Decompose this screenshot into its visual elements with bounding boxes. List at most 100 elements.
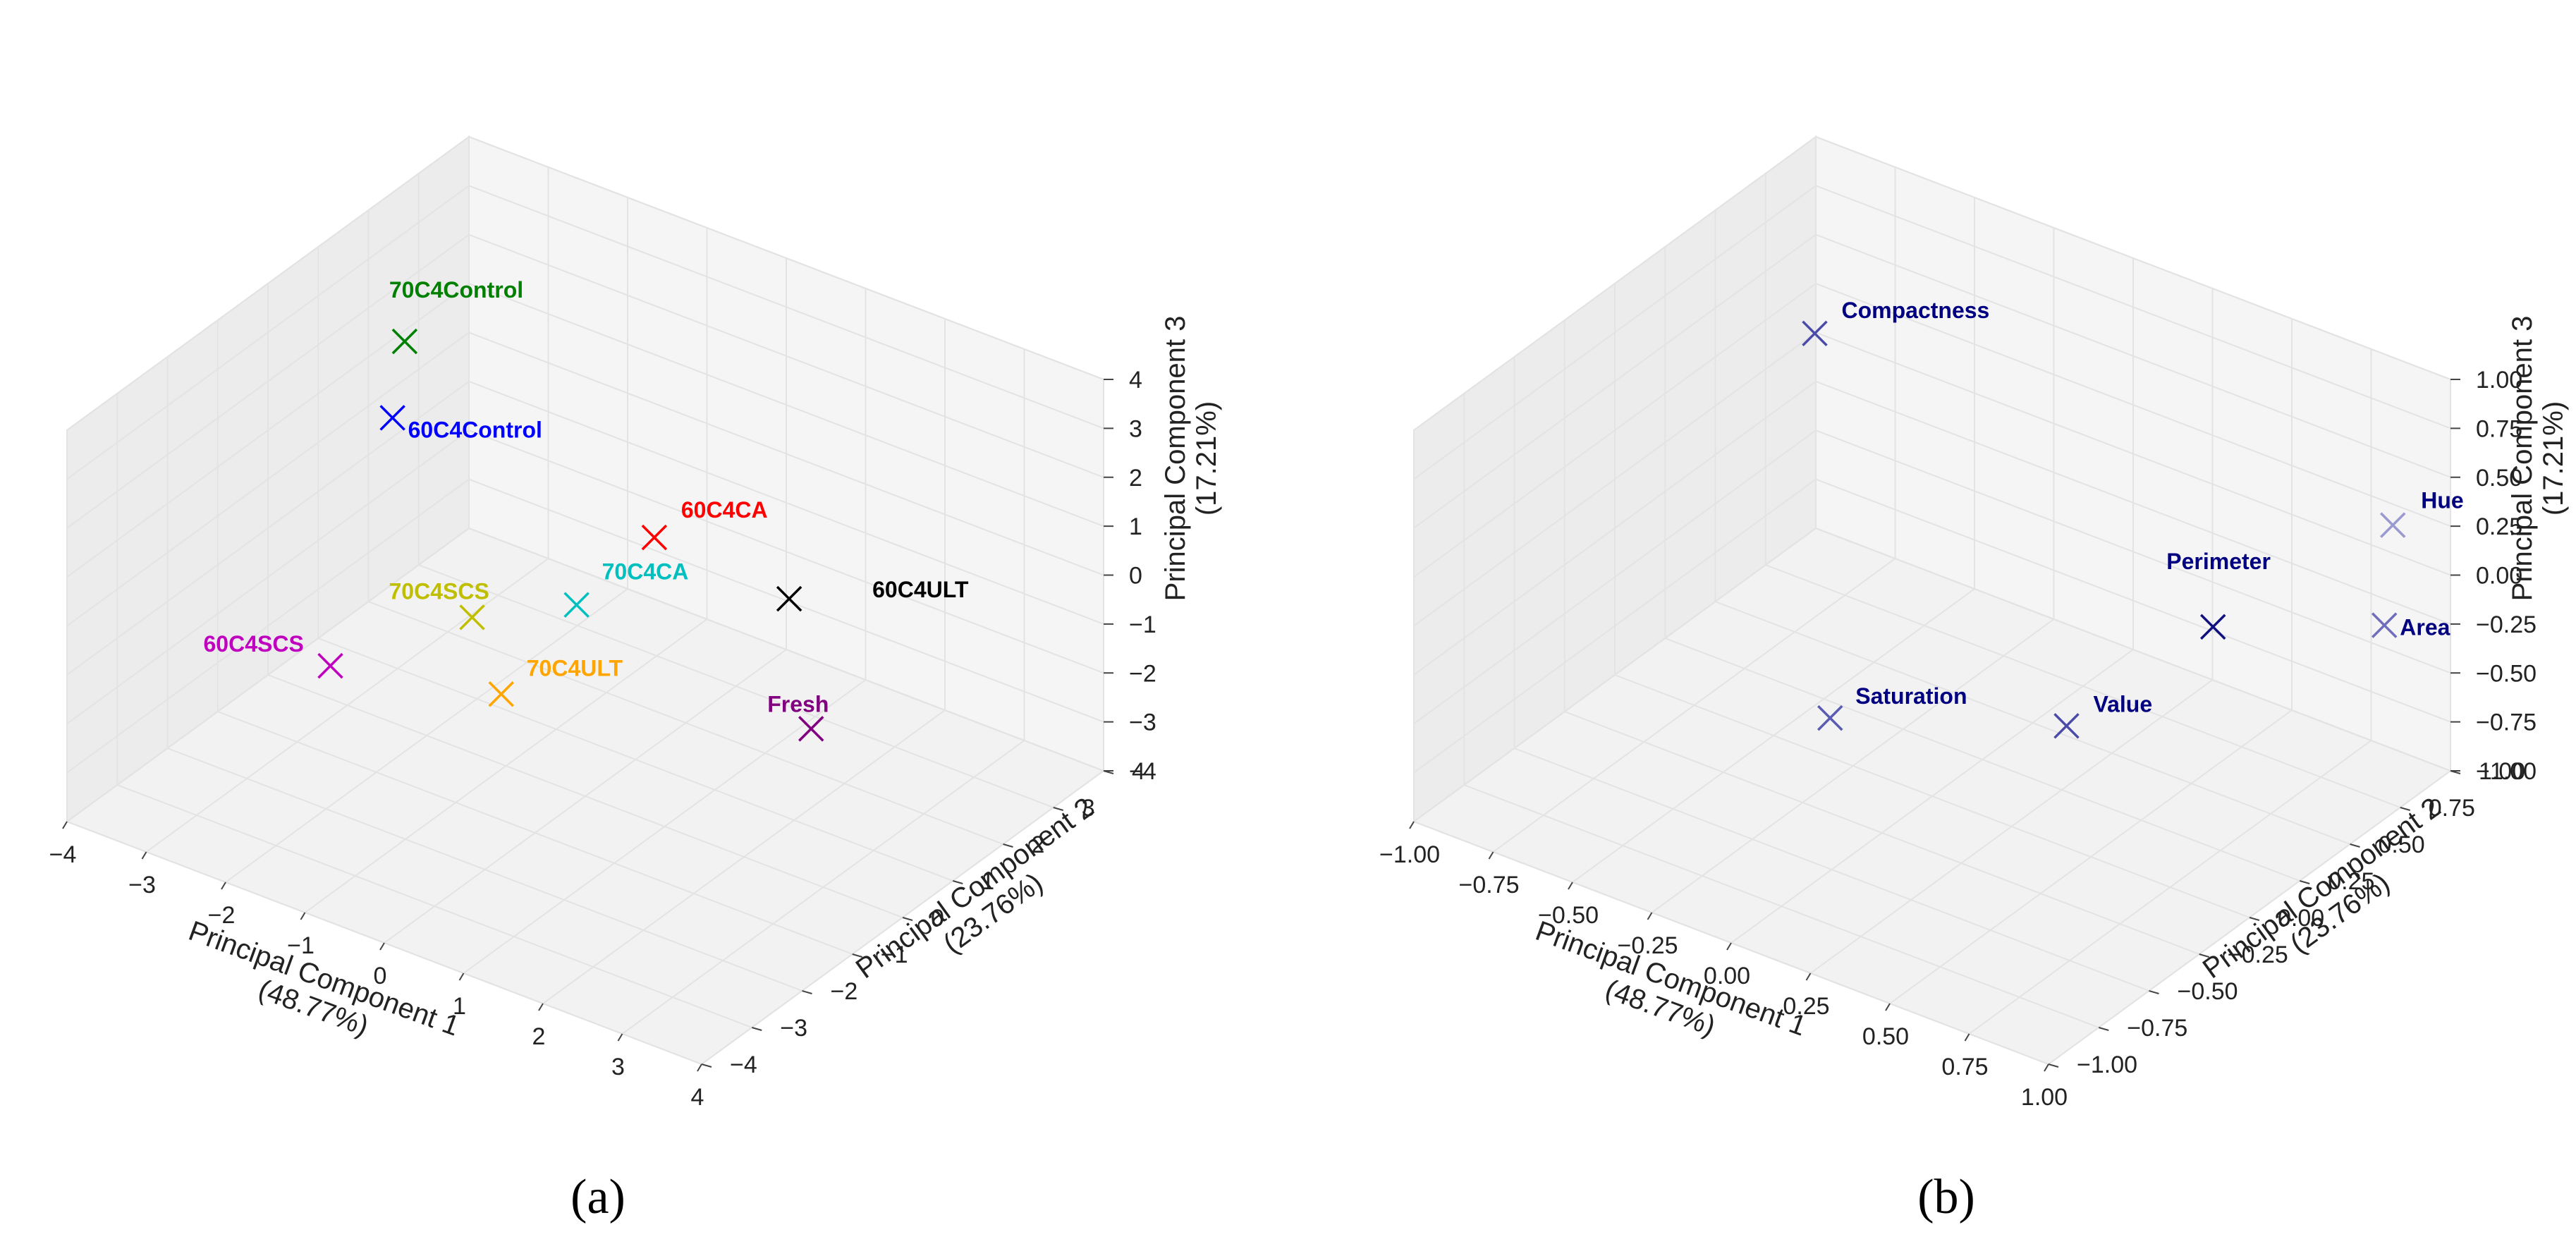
y-tick-label: 0.25 (2328, 868, 2374, 895)
x-tick-mark (617, 1033, 623, 1042)
x-tick-mark (1805, 973, 1812, 981)
x-marker-stroke (2053, 713, 2080, 739)
z-axis-label: Principal Component 3(17.21%) (2507, 316, 2569, 602)
panel-a-3d-scatter: −4−4−4−3−3−3−2−2−2−1 −1−1000111222333444P… (49, 135, 1222, 1111)
y-tick-label: 0.50 (2379, 831, 2425, 858)
data-point: 60C4ULT (776, 577, 969, 612)
y-tick-label: 2 (1032, 831, 1045, 858)
data-point: Hue (2380, 488, 2464, 538)
x-tick-label: −3 (128, 872, 156, 898)
x-tick-mark (221, 882, 226, 890)
z-tick-label: −4 (1129, 758, 1156, 785)
z-tick-label: −0.75 (2476, 709, 2537, 736)
z-tick-label: 0.25 (2476, 513, 2522, 540)
x-marker-stroke (317, 652, 343, 679)
grid-line (468, 137, 1104, 772)
z-tick-label: −2 (1129, 660, 1156, 687)
y-tick-mark (2249, 917, 2260, 921)
x-marker-stroke (459, 604, 485, 630)
y-tick-label: 0.75 (2429, 795, 2475, 822)
grid-line (1513, 357, 2149, 992)
point-label: 70C4SCS (389, 578, 489, 604)
x-marker-stroke (2371, 612, 2398, 638)
y-tick-mark (1053, 807, 1064, 811)
x-tick-label: 0 (374, 963, 387, 989)
y-tick-label: −0.50 (2178, 978, 2238, 1005)
y-tick-mark (701, 1063, 712, 1068)
x-tick-label: −4 (49, 841, 77, 868)
x-tick-label: −1 (287, 932, 315, 959)
x-marker-stroke (2200, 614, 2226, 640)
grid-line (317, 247, 953, 882)
grid-line (417, 173, 1054, 808)
y-tick-mark (2450, 770, 2461, 774)
z-tick-label: 0.75 (2476, 415, 2522, 442)
y-tick-mark (2149, 990, 2159, 994)
x-marker-stroke (2380, 512, 2406, 538)
y-tick-label: −0.75 (2127, 1015, 2187, 1042)
z-tick-label: 4 (1129, 367, 1142, 394)
z-axis-label-line: Principal Component 3 (1160, 316, 1191, 602)
grid-line (1413, 135, 2451, 431)
x-tick-mark (1726, 942, 1732, 951)
x-tick-label: 3 (611, 1054, 625, 1080)
x-tick-mark (379, 942, 385, 951)
grid-line (116, 394, 752, 1028)
x-marker-stroke (776, 585, 802, 612)
grid-line (1463, 394, 2099, 1028)
x-tick-label: −0.25 (1617, 932, 1678, 959)
data-point: Fresh (767, 691, 829, 742)
x-tick-mark (141, 851, 147, 860)
point-label: 70C4CA (602, 559, 689, 585)
z-tick-label: 3 (1129, 415, 1142, 442)
data-point: Perimeter (2166, 549, 2271, 640)
data-point: 70C4CA (563, 559, 689, 618)
x-tick-label: 0.00 (1704, 963, 1750, 989)
x-tick-mark (2044, 1063, 2049, 1072)
point-label: 70C4Control (389, 277, 523, 303)
data-point: 70C4ULT (488, 655, 623, 707)
x-tick-mark (62, 821, 68, 829)
y-tick-label: 1 (981, 868, 994, 895)
data-point: Saturation (1817, 683, 1967, 731)
x-tick-mark (1964, 1033, 1970, 1042)
y-tick-label: −3 (780, 1015, 807, 1042)
x-tick-label: 0.25 (1783, 993, 1829, 1020)
z-tick-label: 1.00 (2476, 367, 2522, 394)
grid-line (216, 320, 853, 955)
data-point: 60C4Control (379, 405, 542, 442)
x-marker-stroke (1817, 705, 1843, 731)
y-tick-mark (952, 880, 963, 884)
y-tick-mark (1003, 843, 1013, 848)
grid-line (1815, 137, 2451, 772)
grid-line (1563, 320, 2200, 955)
data-point: 70C4Control (389, 277, 523, 355)
grid-line (267, 283, 903, 918)
z-axis-label: Principal Component 3(17.21%) (1160, 316, 1222, 602)
y-tick-label: 4 (1132, 758, 1145, 785)
y-tick-mark (2098, 1027, 2109, 1031)
x-marker-stroke (379, 405, 405, 431)
panel-b-3d-scatter: −1.00 −1.00 −1.00 −0.75 −0.75 −0.75 −0.50 −0.50… (1379, 135, 2569, 1111)
grid-line (66, 135, 1104, 431)
point-label: 60C4CA (681, 497, 768, 523)
z-tick-label: 2 (1129, 465, 1142, 492)
y-tick-label: −0.25 (2228, 941, 2288, 968)
x-tick-label: −0.75 (1458, 872, 1519, 898)
y-tick-label: −4 (730, 1051, 757, 1078)
point-label: 60C4Control (408, 417, 542, 442)
z-tick-label: −1 (1129, 611, 1156, 638)
x-marker-stroke (641, 524, 668, 551)
x-tick-label: 4 (691, 1084, 704, 1111)
y-tick-mark (2299, 880, 2310, 884)
y-tick-mark (1103, 770, 1114, 774)
z-tick-label: 1 (1129, 513, 1142, 540)
y-tick-label: 3 (1082, 795, 1095, 822)
panel-b-caption: (b) (1917, 1170, 1975, 1224)
grid-line (367, 210, 1003, 845)
y-tick-mark (2048, 1063, 2059, 1068)
z-tick-label: −3 (1129, 709, 1156, 736)
y-tick-mark (2199, 953, 2210, 958)
y-tick-mark (852, 953, 863, 958)
